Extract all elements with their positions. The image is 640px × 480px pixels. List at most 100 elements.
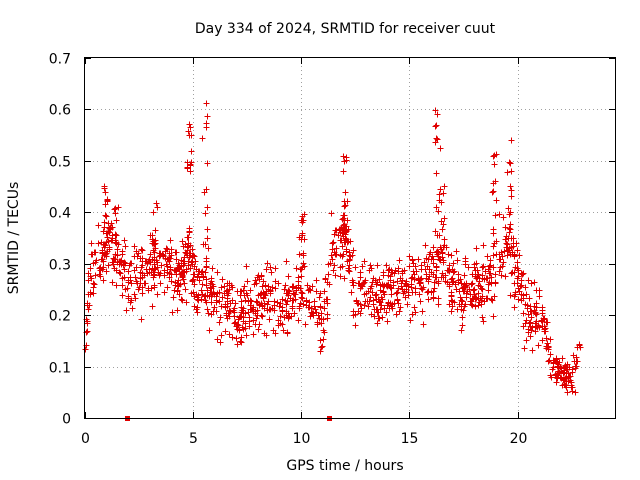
data-point — [341, 203, 348, 210]
data-point — [340, 227, 347, 234]
data-point — [476, 278, 483, 285]
data-point — [114, 252, 121, 259]
data-point — [379, 314, 386, 321]
data-point — [520, 310, 527, 317]
data-point — [257, 291, 264, 298]
data-point — [262, 282, 269, 289]
data-point — [361, 302, 368, 309]
data-point — [417, 298, 424, 305]
data-point — [418, 285, 425, 292]
data-point — [92, 272, 99, 279]
data-point — [459, 285, 466, 292]
data-point — [303, 298, 310, 305]
data-point — [115, 241, 122, 248]
data-point — [193, 291, 200, 298]
data-point — [366, 298, 373, 305]
data-point — [514, 265, 521, 272]
data-point — [187, 124, 194, 131]
data-point — [105, 262, 112, 269]
data-point — [133, 278, 140, 285]
data-point — [466, 286, 473, 293]
data-point — [444, 279, 451, 286]
data-point — [492, 178, 499, 185]
data-point — [412, 309, 419, 316]
data-point — [485, 287, 492, 294]
data-point — [348, 289, 355, 296]
data-point — [282, 282, 289, 289]
y-axis-label: SRMTID / TECUs — [6, 182, 22, 295]
data-point — [97, 273, 104, 280]
data-point — [167, 264, 174, 271]
data-point — [446, 262, 453, 269]
data-point — [90, 290, 97, 297]
data-point — [238, 288, 245, 295]
data-point — [339, 243, 346, 250]
data-point — [450, 269, 457, 276]
data-point — [491, 161, 498, 168]
data-point — [293, 265, 300, 272]
data-point — [203, 100, 210, 107]
data-point — [432, 107, 439, 114]
data-point — [179, 238, 186, 245]
data-point — [266, 306, 273, 313]
data-point — [449, 298, 456, 305]
data-point — [359, 263, 366, 270]
data-point — [226, 313, 233, 320]
data-point — [469, 302, 476, 309]
data-point — [217, 339, 224, 346]
data-point — [238, 313, 245, 320]
data-point — [331, 262, 338, 269]
data-point — [317, 290, 324, 297]
data-point — [333, 245, 340, 252]
data-point — [188, 148, 195, 155]
data-point — [340, 153, 347, 160]
data-point — [467, 298, 474, 305]
data-point — [346, 268, 353, 275]
data-point — [226, 331, 233, 338]
data-point — [128, 280, 135, 287]
data-point — [102, 212, 109, 219]
data-point — [204, 235, 211, 242]
data-point — [471, 261, 478, 268]
data-point — [361, 279, 368, 286]
data-point — [374, 320, 381, 327]
data-point — [132, 295, 139, 302]
data-point — [113, 282, 120, 289]
data-point — [274, 299, 281, 306]
data-point — [214, 290, 221, 297]
data-point — [449, 275, 456, 282]
data-point — [489, 189, 496, 196]
data-point — [158, 262, 165, 269]
data-point — [383, 309, 390, 316]
data-point — [169, 309, 176, 316]
data-point — [481, 276, 488, 283]
data-point — [184, 159, 191, 166]
data-point — [425, 288, 432, 295]
data-point — [118, 261, 125, 268]
data-point — [266, 316, 273, 323]
data-point — [310, 312, 317, 319]
data-point — [186, 229, 193, 236]
data-point — [214, 336, 221, 343]
data-point — [107, 226, 114, 233]
data-point — [470, 287, 477, 294]
data-point — [210, 283, 217, 290]
data-point — [479, 272, 486, 279]
data-point — [369, 289, 376, 296]
data-point — [164, 263, 171, 270]
data-point — [545, 344, 552, 351]
x-axis-label: GPS time / hours — [286, 458, 403, 474]
data-point — [384, 302, 391, 309]
data-point — [157, 280, 164, 287]
data-point — [180, 276, 187, 283]
data-point — [407, 317, 414, 324]
data-point — [337, 237, 344, 244]
data-point — [221, 290, 228, 297]
data-point — [277, 313, 284, 320]
data-point — [435, 278, 442, 285]
data-point — [111, 206, 118, 213]
data-point — [332, 272, 339, 279]
data-point — [465, 264, 472, 271]
data-point — [189, 246, 196, 253]
data-point — [448, 252, 455, 259]
